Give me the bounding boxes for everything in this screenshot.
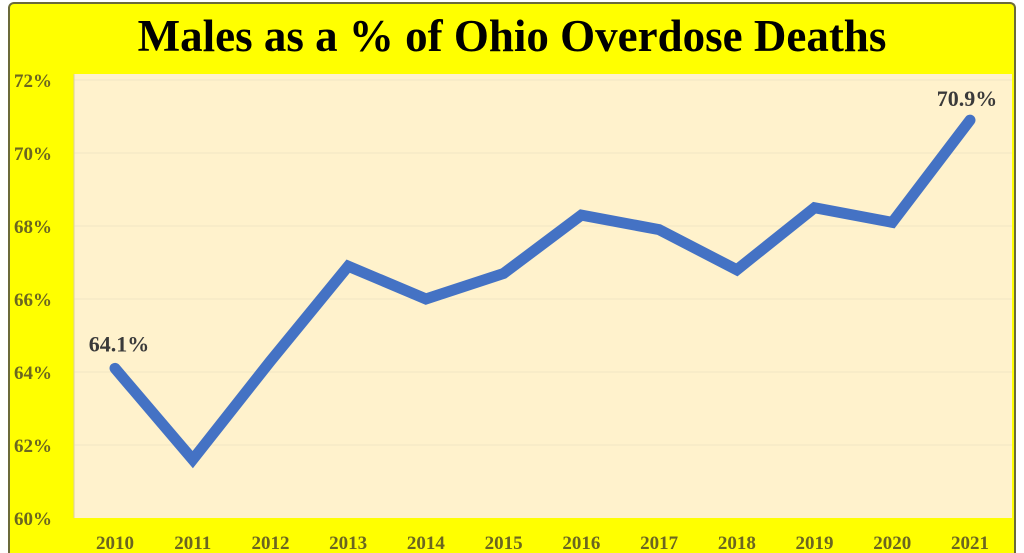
x-tick-label: 2011 (174, 533, 211, 553)
y-tick-label: 60% (14, 509, 52, 530)
x-tick-label: 2010 (96, 533, 134, 553)
x-tick-label: 2016 (562, 533, 600, 553)
x-tick-label: 2014 (407, 533, 446, 553)
x-tick-label: 2015 (485, 533, 523, 553)
x-tick-label: 2013 (329, 533, 367, 553)
x-tick-label: 2019 (796, 533, 834, 553)
x-tick-label: 2018 (718, 533, 756, 553)
y-tick-label: 62% (14, 436, 52, 457)
y-tick-label: 68% (14, 217, 52, 238)
plot-area (74, 74, 1012, 518)
y-tick-label: 66% (14, 290, 52, 311)
chart-title: Males as a % of Ohio Overdose Deaths (137, 11, 887, 61)
x-tick-label: 2017 (640, 533, 679, 553)
y-tick-label: 70% (14, 144, 52, 165)
x-tick-label: 2021 (951, 533, 989, 553)
x-tick-label: 2020 (873, 533, 911, 553)
y-tick-label: 72% (14, 71, 52, 92)
x-tick-label: 2012 (251, 533, 289, 553)
data-label-2010: 64.1% (89, 331, 150, 356)
y-tick-label: 64% (14, 363, 52, 384)
data-label-2021: 70.9% (937, 86, 998, 111)
series-line-males (109, 114, 976, 469)
